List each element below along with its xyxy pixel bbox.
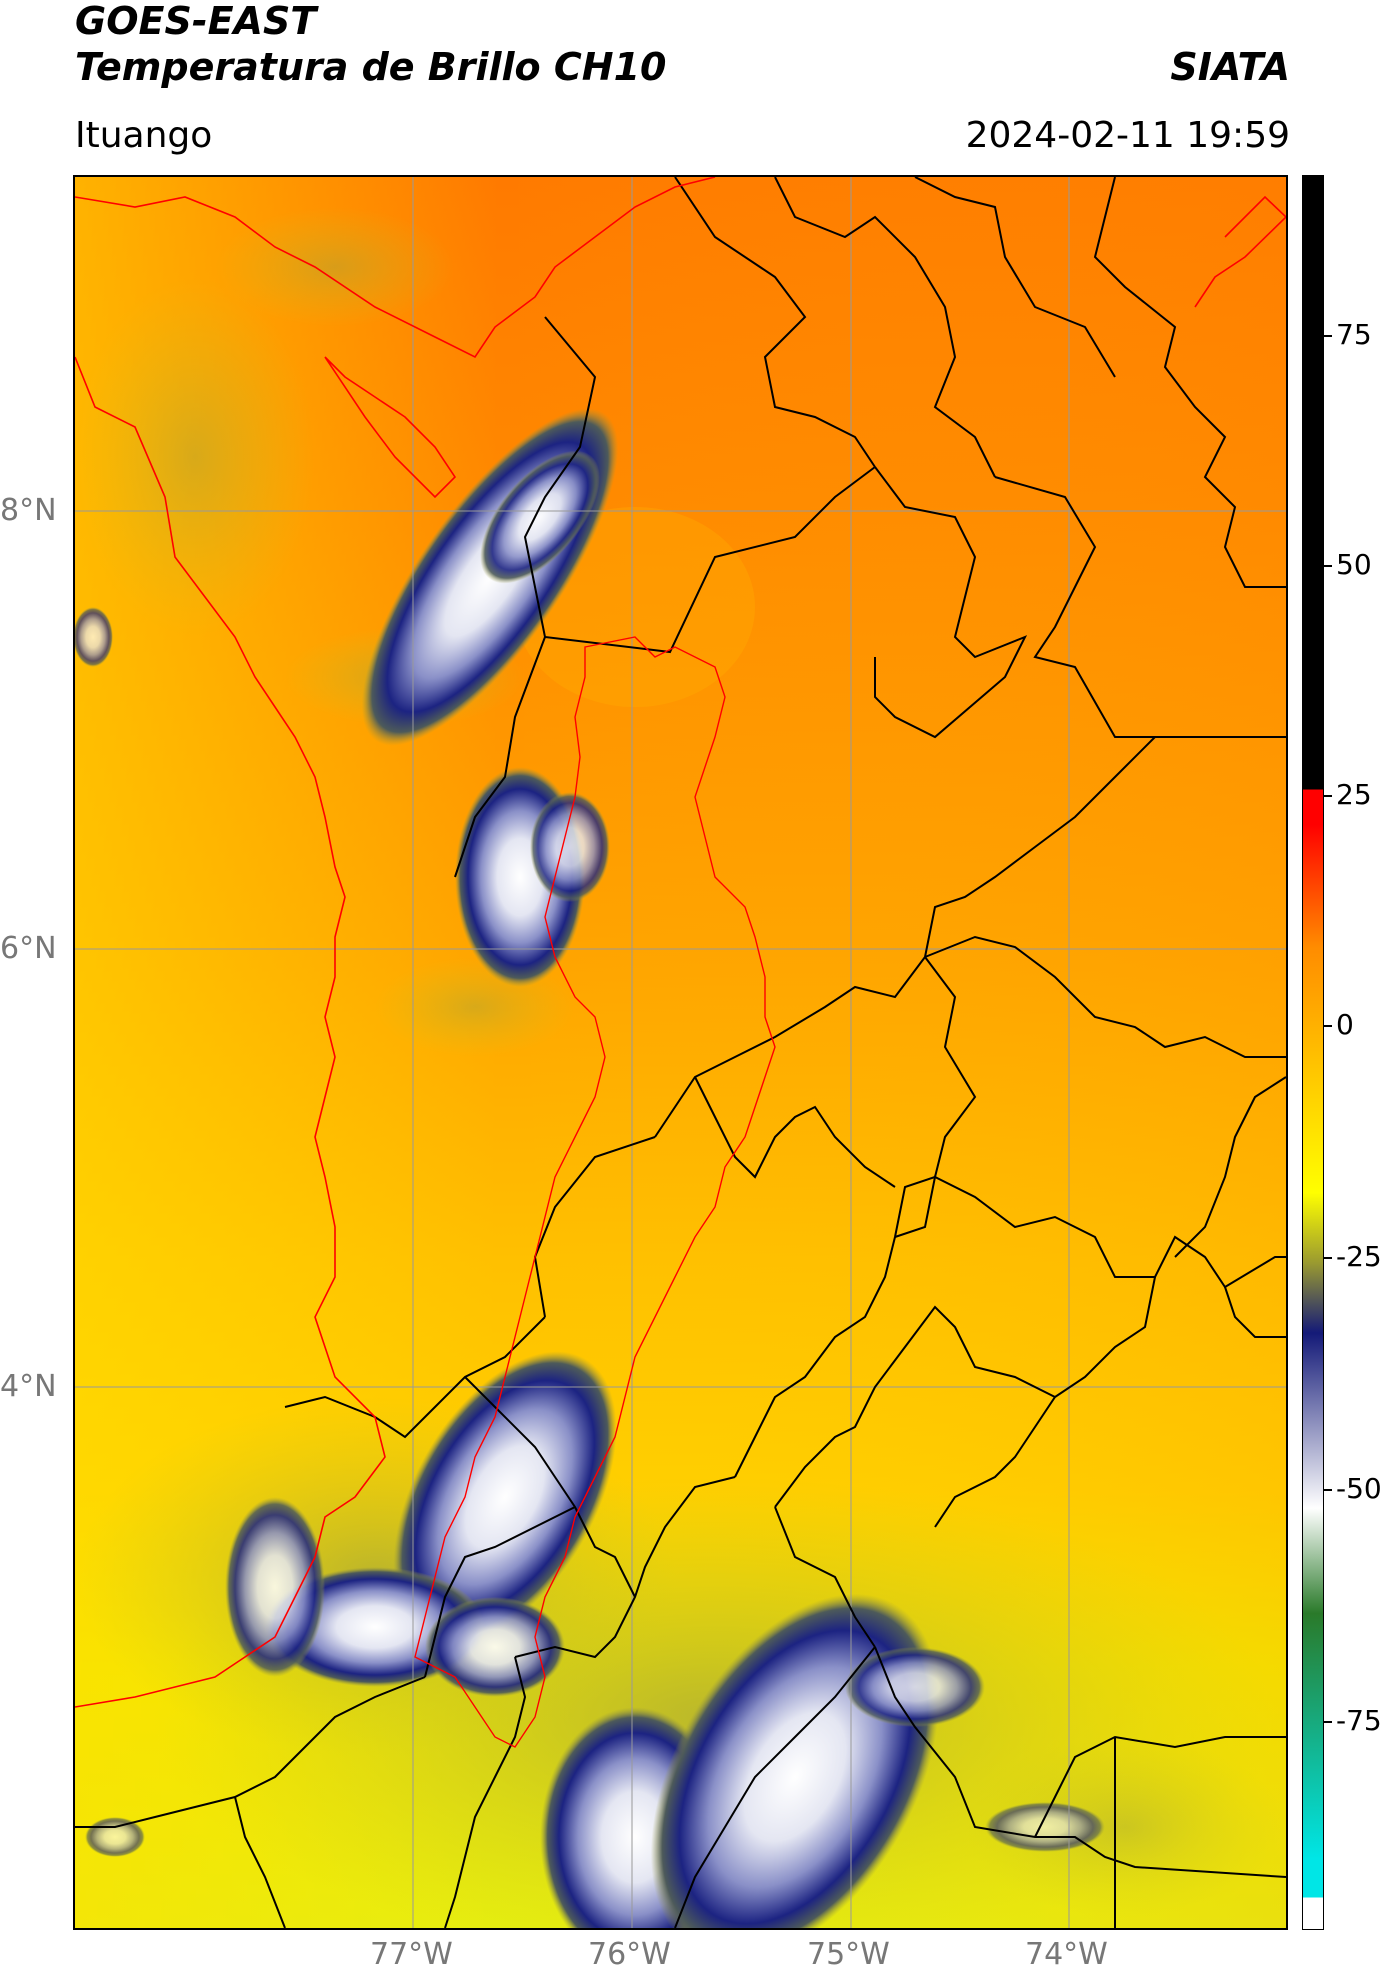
- colorbar-tick-75: 75: [1336, 318, 1372, 351]
- national-boundaries: [75, 177, 1286, 1708]
- colorbar-tick-25: 25: [1336, 778, 1372, 811]
- colorbar-tick-0: 0: [1336, 1008, 1354, 1041]
- map-panel: [73, 175, 1288, 1930]
- lon-label-76w: 76°W: [588, 1937, 671, 1972]
- lat-label-6n: 6°N: [0, 931, 57, 966]
- cold-cloud-tops: [75, 408, 1105, 1928]
- colorbar-tick-minus25: -25: [1336, 1240, 1382, 1273]
- lon-label-77w: 77°W: [370, 1937, 453, 1972]
- lat-label-4n: 4°N: [0, 1369, 57, 1404]
- title-line-2: Temperatura de Brillo CH10: [75, 45, 667, 89]
- colorbar: [1302, 175, 1324, 1930]
- departmental-boundaries: [75, 177, 1286, 1928]
- colorbar-tick-minus50: -50: [1336, 1472, 1382, 1505]
- ituango-basin-outline: [414, 636, 776, 1748]
- timestamp-label: 2024-02-11 19:59: [965, 115, 1290, 156]
- colorbar-tick-50: 50: [1336, 548, 1372, 581]
- lon-label-75w: 75°W: [807, 1937, 890, 1972]
- colorbar-tick-minus75: -75: [1336, 1704, 1382, 1737]
- brightness-temperature-map: [75, 177, 1286, 1928]
- lat-label-8n: 8°N: [0, 493, 57, 528]
- location-label: Ituango: [75, 115, 213, 156]
- organization-label: SIATA: [1170, 45, 1290, 89]
- gridlines: [75, 177, 1286, 1928]
- lon-label-74w: 74°W: [1025, 1937, 1108, 1972]
- title-line-1: GOES-EAST: [75, 0, 317, 43]
